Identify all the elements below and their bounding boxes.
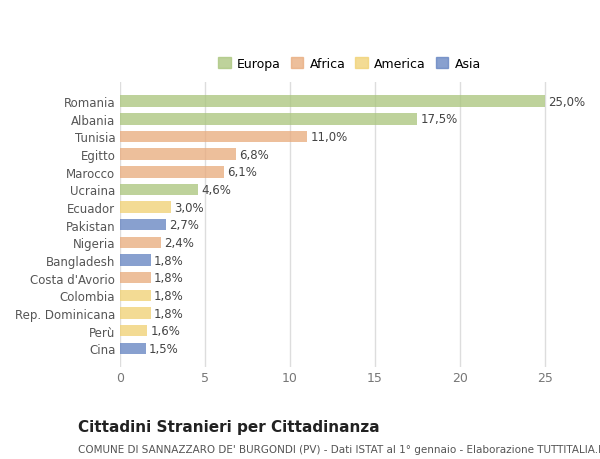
Text: 1,8%: 1,8% xyxy=(154,289,184,302)
Text: 4,6%: 4,6% xyxy=(202,184,232,196)
Bar xyxy=(120,167,224,178)
Text: 3,0%: 3,0% xyxy=(175,201,204,214)
Bar xyxy=(120,149,236,161)
Text: COMUNE DI SANNAZZARO DE' BURGONDI (PV) - Dati ISTAT al 1° gennaio - Elaborazione: COMUNE DI SANNAZZARO DE' BURGONDI (PV) -… xyxy=(78,444,600,454)
Legend: Europa, Africa, America, Asia: Europa, Africa, America, Asia xyxy=(215,56,484,73)
Text: Cittadini Stranieri per Cittadinanza: Cittadini Stranieri per Cittadinanza xyxy=(78,419,380,434)
Text: 1,8%: 1,8% xyxy=(154,254,184,267)
Bar xyxy=(120,202,171,213)
Bar xyxy=(120,131,307,143)
Bar xyxy=(120,343,146,354)
Text: 1,8%: 1,8% xyxy=(154,272,184,285)
Text: 25,0%: 25,0% xyxy=(548,95,586,108)
Bar xyxy=(120,114,418,125)
Text: 1,6%: 1,6% xyxy=(151,325,181,337)
Text: 6,1%: 6,1% xyxy=(227,166,257,179)
Bar xyxy=(120,325,147,337)
Bar xyxy=(120,237,161,249)
Text: 2,7%: 2,7% xyxy=(169,219,199,232)
Text: 1,5%: 1,5% xyxy=(149,342,179,355)
Bar xyxy=(120,308,151,319)
Bar xyxy=(120,272,151,284)
Text: 17,5%: 17,5% xyxy=(421,113,458,126)
Bar xyxy=(120,184,198,196)
Text: 6,8%: 6,8% xyxy=(239,148,269,161)
Bar xyxy=(120,255,151,266)
Text: 1,8%: 1,8% xyxy=(154,307,184,320)
Text: 2,4%: 2,4% xyxy=(164,236,194,249)
Bar xyxy=(120,96,545,107)
Bar xyxy=(120,290,151,302)
Bar xyxy=(120,219,166,231)
Text: 11,0%: 11,0% xyxy=(310,131,347,144)
